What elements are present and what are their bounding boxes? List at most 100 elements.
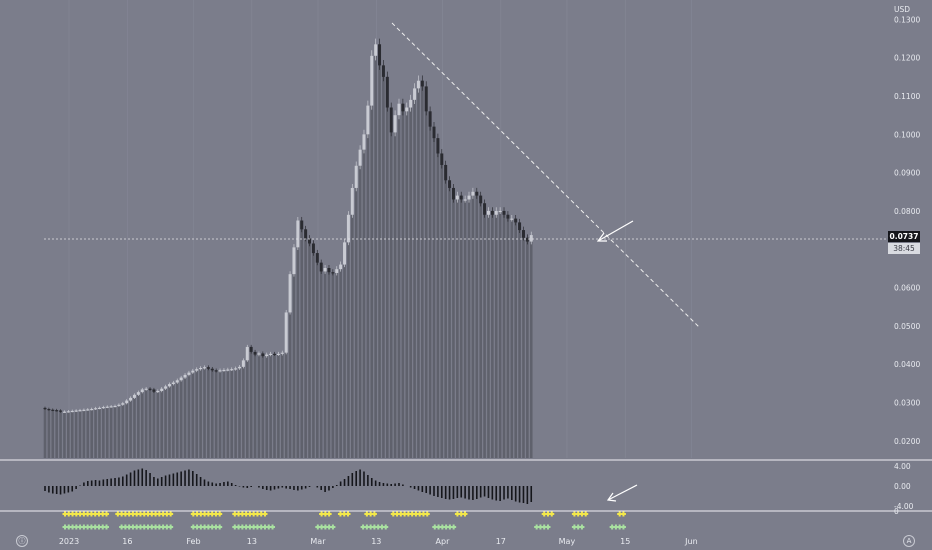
candle[interactable] bbox=[152, 389, 156, 392]
candle[interactable] bbox=[311, 243, 315, 254]
candle[interactable] bbox=[362, 134, 366, 150]
candle[interactable] bbox=[55, 410, 59, 412]
candle[interactable] bbox=[327, 268, 331, 273]
candle[interactable] bbox=[378, 44, 382, 66]
candle[interactable] bbox=[292, 247, 296, 275]
candle[interactable] bbox=[455, 195, 459, 200]
candle[interactable] bbox=[261, 353, 265, 357]
candle[interactable] bbox=[331, 272, 335, 274]
candle[interactable] bbox=[140, 389, 144, 393]
candle[interactable] bbox=[529, 235, 533, 242]
trendline[interactable] bbox=[391, 22, 700, 328]
candle[interactable] bbox=[183, 374, 187, 378]
arrow-annotation-oscillator[interactable] bbox=[606, 484, 638, 502]
candle[interactable] bbox=[444, 164, 448, 181]
candle[interactable] bbox=[284, 312, 288, 353]
candle[interactable] bbox=[43, 407, 47, 410]
candle[interactable] bbox=[339, 264, 343, 270]
candle[interactable] bbox=[300, 220, 304, 230]
candle[interactable] bbox=[257, 353, 261, 355]
candle[interactable] bbox=[385, 76, 389, 108]
info-icon[interactable]: ⓘ bbox=[16, 535, 28, 547]
candle[interactable] bbox=[218, 370, 222, 372]
candle[interactable] bbox=[521, 230, 525, 238]
candle[interactable] bbox=[230, 369, 234, 371]
candle[interactable] bbox=[448, 180, 452, 188]
candle[interactable] bbox=[132, 394, 136, 398]
candle[interactable] bbox=[226, 369, 230, 371]
candle[interactable] bbox=[459, 195, 463, 200]
candle[interactable] bbox=[420, 80, 424, 87]
candle[interactable] bbox=[222, 369, 226, 372]
candle[interactable] bbox=[409, 99, 413, 108]
candle[interactable] bbox=[156, 390, 160, 393]
candle[interactable] bbox=[90, 408, 94, 411]
arrow-annotation-price[interactable] bbox=[596, 220, 634, 242]
candle[interactable] bbox=[210, 368, 214, 371]
candle[interactable] bbox=[234, 368, 238, 370]
candle[interactable] bbox=[47, 408, 51, 411]
candle[interactable] bbox=[514, 218, 518, 223]
candle[interactable] bbox=[397, 103, 401, 116]
candle[interactable] bbox=[498, 210, 502, 213]
candle[interactable] bbox=[78, 410, 82, 412]
candle[interactable] bbox=[121, 403, 125, 405]
candle[interactable] bbox=[245, 346, 249, 361]
candle[interactable] bbox=[253, 351, 257, 355]
candle[interactable] bbox=[288, 274, 292, 313]
candle[interactable] bbox=[206, 367, 210, 369]
candle[interactable] bbox=[510, 218, 514, 220]
candle[interactable] bbox=[350, 187, 354, 215]
candle[interactable] bbox=[486, 210, 490, 215]
candle[interactable] bbox=[389, 107, 393, 133]
candle[interactable] bbox=[432, 126, 436, 139]
candle[interactable] bbox=[273, 353, 277, 356]
candle[interactable] bbox=[160, 388, 164, 391]
candle[interactable] bbox=[366, 105, 370, 135]
candle[interactable] bbox=[94, 408, 98, 410]
candle[interactable] bbox=[436, 138, 440, 154]
candle[interactable] bbox=[401, 103, 405, 112]
candle[interactable] bbox=[148, 388, 152, 390]
candle[interactable] bbox=[479, 195, 483, 204]
candle[interactable] bbox=[195, 369, 199, 371]
candle[interactable] bbox=[171, 382, 175, 385]
candle[interactable] bbox=[463, 199, 467, 201]
candle[interactable] bbox=[518, 222, 522, 231]
candle[interactable] bbox=[416, 80, 420, 89]
time-axis[interactable]: 2023 16 Feb 13 Mar 13 Apr 17 May 15 Jun bbox=[59, 537, 698, 546]
candle[interactable] bbox=[113, 405, 117, 408]
candle[interactable] bbox=[280, 352, 284, 354]
candle[interactable] bbox=[191, 370, 195, 373]
candle[interactable] bbox=[66, 411, 70, 413]
candle[interactable] bbox=[202, 367, 206, 369]
candle[interactable] bbox=[405, 107, 409, 112]
candle[interactable] bbox=[199, 367, 203, 370]
candle[interactable] bbox=[82, 409, 86, 411]
candle[interactable] bbox=[179, 377, 183, 381]
candle[interactable] bbox=[129, 397, 133, 401]
candle[interactable] bbox=[269, 353, 273, 356]
candle[interactable] bbox=[86, 409, 90, 411]
candle[interactable] bbox=[451, 187, 455, 200]
candle[interactable] bbox=[393, 115, 397, 133]
candle[interactable] bbox=[265, 354, 269, 357]
candle[interactable] bbox=[413, 88, 417, 100]
candle[interactable] bbox=[249, 346, 253, 352]
candle[interactable] bbox=[62, 411, 66, 413]
candle[interactable] bbox=[440, 153, 444, 165]
candle[interactable] bbox=[241, 360, 245, 367]
candle[interactable] bbox=[304, 229, 308, 239]
candle[interactable] bbox=[167, 384, 171, 387]
candle[interactable] bbox=[315, 253, 319, 263]
candle[interactable] bbox=[346, 214, 350, 243]
candle[interactable] bbox=[308, 238, 312, 244]
candle[interactable] bbox=[296, 220, 300, 248]
candle[interactable] bbox=[70, 410, 74, 413]
candle[interactable] bbox=[358, 149, 362, 166]
candle[interactable] bbox=[343, 242, 347, 265]
candle[interactable] bbox=[502, 210, 506, 215]
candle[interactable] bbox=[424, 86, 428, 112]
candle[interactable] bbox=[136, 392, 140, 395]
candle[interactable] bbox=[276, 353, 280, 356]
